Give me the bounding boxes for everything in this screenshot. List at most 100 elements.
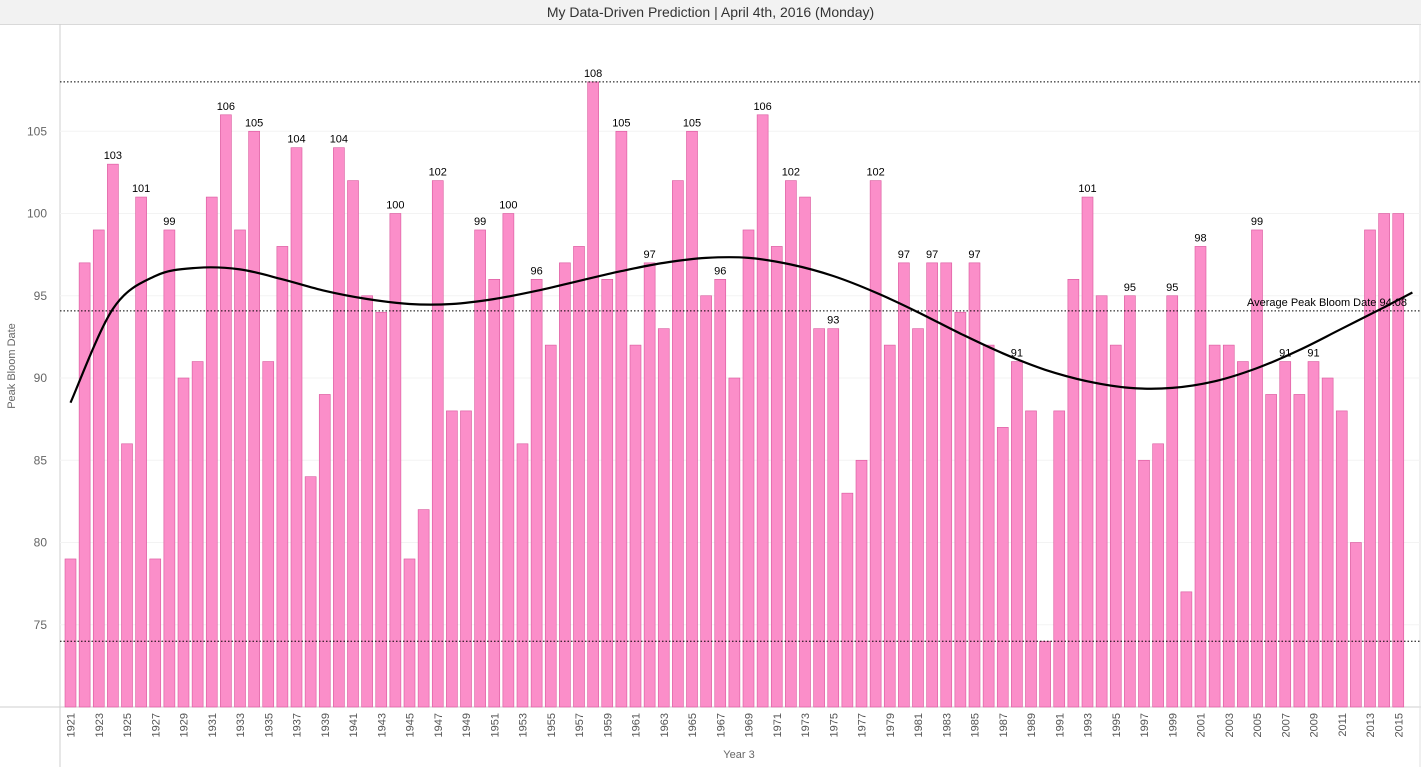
data-label-1954: 96: [531, 265, 543, 277]
bar-1985: [968, 262, 981, 708]
bar-1927: [149, 558, 162, 708]
chart-title: My Data-Driven Prediction | April 4th, 2…: [0, 0, 1421, 25]
data-label-1960: 105: [612, 117, 630, 129]
bar-1949: [460, 410, 472, 708]
reference-lines: Average Peak Bloom Date 94.08: [60, 81, 1420, 642]
bar-1974: [813, 328, 825, 708]
data-label-1926: 101: [132, 183, 150, 195]
bar-1948: [446, 410, 458, 708]
data-label-1982: 97: [926, 249, 938, 261]
data-label-1975: 93: [827, 315, 839, 327]
bar-1969: [742, 229, 755, 708]
bar-1973: [799, 196, 811, 708]
y-tick-105: 105: [27, 124, 47, 138]
x-tick-1959: 1959: [602, 713, 614, 737]
data-label-1993: 101: [1078, 183, 1096, 195]
x-tick-1955: 1955: [546, 713, 558, 737]
bar-1997: [1138, 459, 1150, 708]
bar-1930: [191, 361, 204, 708]
bar-1926: [135, 196, 147, 708]
bar-1972: [785, 180, 797, 708]
x-tick-1963: 1963: [659, 713, 671, 737]
bar-1994: [1095, 295, 1108, 708]
x-tick-1983: 1983: [941, 713, 953, 737]
x-tick-1943: 1943: [376, 713, 388, 737]
data-label-1944: 100: [386, 200, 404, 212]
x-tick-1969: 1969: [744, 713, 756, 737]
bar-1993: [1081, 196, 1094, 708]
x-tick-1951: 1951: [489, 713, 501, 737]
x-tick-1939: 1939: [320, 713, 332, 737]
bar-1988: [1011, 361, 1023, 708]
bar-2001: [1194, 246, 1207, 708]
bar-2014: [1378, 213, 1390, 708]
x-tick-1995: 1995: [1111, 713, 1123, 737]
bar-1922: [78, 262, 91, 708]
bar-2002: [1208, 344, 1221, 708]
x-tick-2007: 2007: [1280, 713, 1292, 737]
bar-1931: [205, 196, 218, 708]
bar-1968: [728, 377, 741, 708]
bar-1945: [403, 558, 416, 708]
bar-1961: [629, 344, 642, 708]
bar-1942: [361, 295, 373, 708]
bar-1998: [1152, 443, 1164, 708]
x-tick-1993: 1993: [1083, 713, 1095, 737]
x-tick-1935: 1935: [263, 713, 275, 737]
y-tick-75: 75: [34, 618, 48, 632]
bar-1925: [121, 443, 133, 708]
bar-1962: [643, 262, 656, 708]
x-tick-1971: 1971: [772, 713, 784, 737]
x-tick-2013: 2013: [1365, 713, 1377, 737]
bar-1943: [375, 311, 388, 708]
bar-1975: [827, 328, 840, 708]
data-label-1996: 95: [1124, 282, 1136, 294]
bar-2010: [1321, 377, 1334, 708]
data-label-1934: 105: [245, 117, 263, 129]
data-label-1924: 103: [104, 150, 122, 162]
bar-1953: [516, 443, 529, 708]
x-tick-2003: 2003: [1224, 713, 1236, 737]
bar-1934: [248, 130, 260, 708]
bar-2005: [1251, 229, 1263, 708]
x-tick-1967: 1967: [715, 713, 727, 737]
x-tick-1923: 1923: [94, 713, 106, 737]
bar-2007: [1279, 361, 1292, 708]
bar-1982: [926, 262, 938, 708]
bar-1999: [1166, 295, 1179, 708]
bar-1986: [982, 344, 995, 708]
bar-1937: [290, 147, 303, 708]
bar-1965: [686, 130, 698, 708]
bar-1996: [1124, 295, 1136, 708]
x-tick-1953: 1953: [518, 713, 530, 737]
bar-1980: [898, 262, 910, 708]
bar-1966: [700, 295, 712, 708]
x-tick-1933: 1933: [235, 713, 247, 737]
x-axis-ticks: 1921 1923 1925 1927 1929 1931 1933 1935 1937 1939…: [66, 713, 1406, 737]
data-label-1937: 104: [287, 134, 305, 146]
bar-1951: [488, 278, 501, 708]
x-tick-1979: 1979: [885, 713, 897, 737]
y-tick-100: 100: [27, 207, 47, 221]
y-tick-90: 90: [34, 371, 48, 385]
x-tick-2011: 2011: [1337, 713, 1349, 737]
bar-1978: [869, 180, 882, 708]
x-tick-1999: 1999: [1167, 713, 1179, 737]
bar-1971: [770, 246, 783, 708]
bar-1976: [841, 492, 854, 708]
data-label-1978: 102: [866, 167, 884, 179]
bar-1995: [1109, 344, 1122, 708]
bar-1956: [559, 262, 571, 708]
x-tick-1997: 1997: [1139, 713, 1151, 737]
x-tick-1921: 1921: [66, 713, 78, 737]
bar-1977: [855, 459, 868, 708]
x-tick-1949: 1949: [461, 713, 473, 737]
bar-1933: [234, 229, 246, 708]
x-tick-1973: 1973: [800, 713, 812, 737]
x-tick-1947: 1947: [433, 713, 445, 737]
x-tick-1991: 1991: [1054, 713, 1066, 737]
bar-1960: [615, 130, 628, 708]
bar-1983: [940, 262, 953, 708]
bar-1958: [587, 81, 599, 708]
data-label-2007: 91: [1279, 348, 1291, 360]
